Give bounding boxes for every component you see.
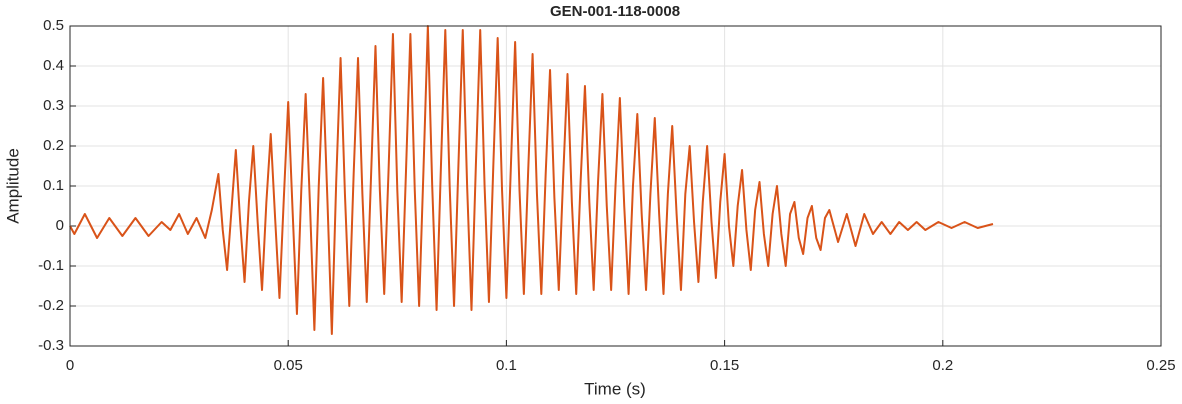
y-tick-label: 0.1 <box>43 177 64 194</box>
x-tick-label: 0 <box>66 357 74 374</box>
x-axis-label: Time (s) <box>584 379 646 398</box>
y-tick-label: -0.1 <box>38 257 64 274</box>
signal-line <box>69 25 994 335</box>
x-tick-label: 0.2 <box>932 357 953 374</box>
axes-box <box>69 25 1162 347</box>
x-tick-label: 0.05 <box>274 357 303 374</box>
y-tick-label: -0.2 <box>38 297 64 314</box>
y-tick-label: 0.5 <box>43 17 64 34</box>
chart-title: GEN-001-118-0008 <box>550 3 680 20</box>
y-tick-label: 0 <box>56 217 64 234</box>
y-axis-label: Amplitude <box>3 148 22 224</box>
y-tick-label: 0.4 <box>43 57 64 74</box>
y-tick-label: 0.3 <box>43 97 64 114</box>
x-tick-label: 0.15 <box>710 357 739 374</box>
x-tick-label: 0.25 <box>1146 357 1175 374</box>
y-tick-label: 0.2 <box>43 137 64 154</box>
x-tick-label: 0.1 <box>496 357 517 374</box>
y-tick-label: -0.3 <box>38 337 64 354</box>
